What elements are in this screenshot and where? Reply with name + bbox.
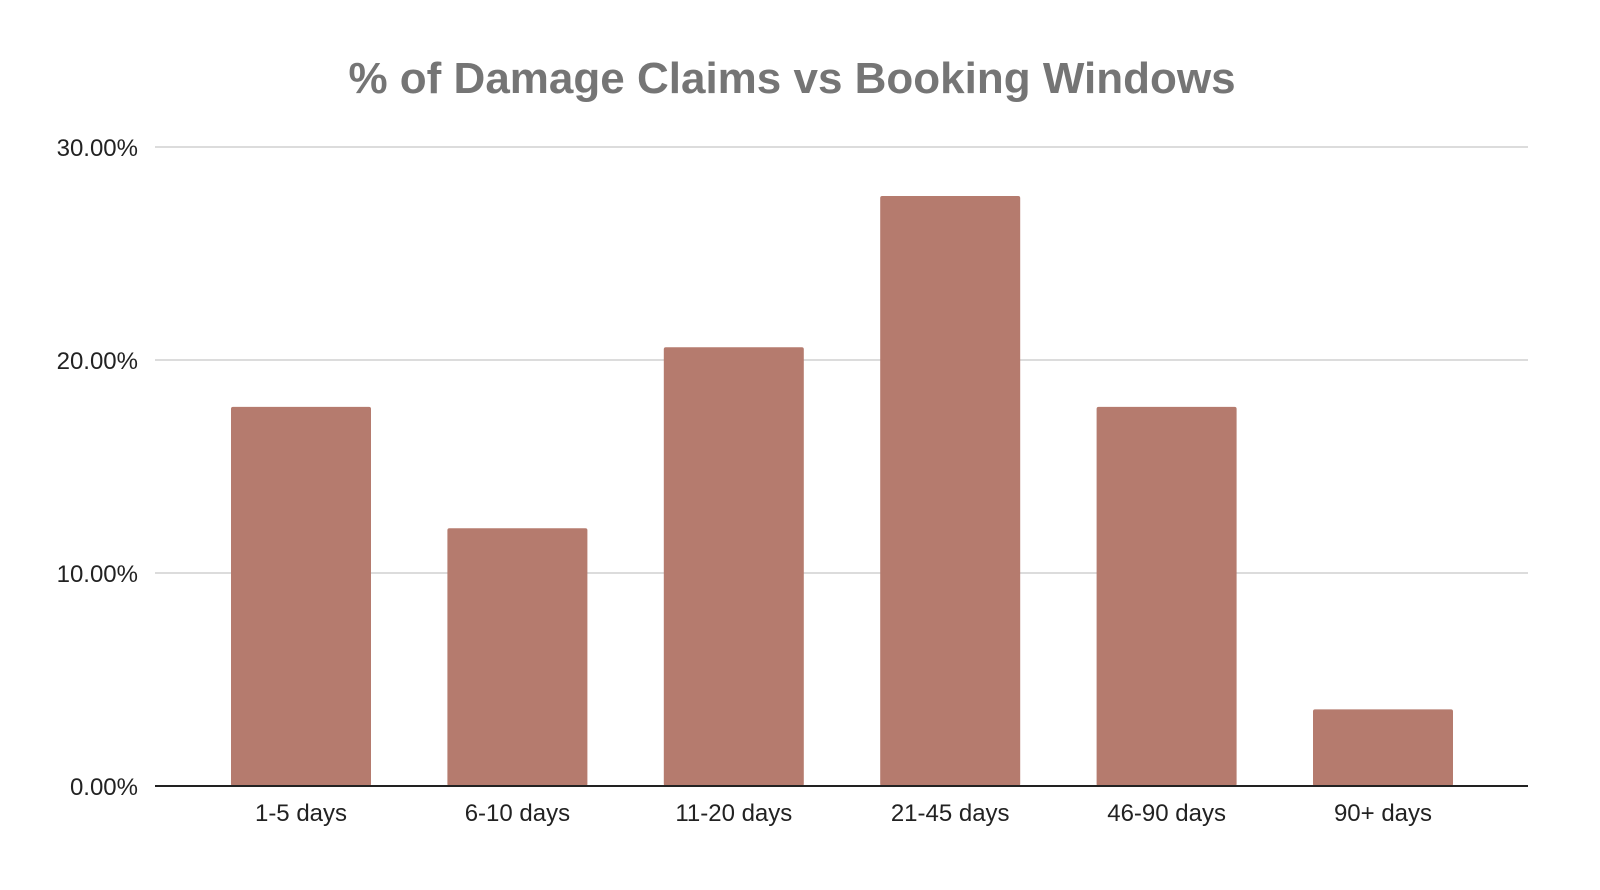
bar-11-20-days <box>663 347 804 786</box>
x-tick-label: 90+ days <box>1334 800 1432 827</box>
bar-6-10-days <box>447 528 588 786</box>
y-tick-label: 20.00% <box>57 348 138 375</box>
y-tick-label: 10.00% <box>57 561 138 588</box>
x-tick-label: 11-20 days <box>675 800 792 827</box>
y-tick-label: 30.00% <box>57 135 138 162</box>
x-tick-label: 6-10 days <box>465 800 570 827</box>
bar-21-45-days <box>880 195 1021 787</box>
y-tick-label: 0.00% <box>70 774 138 801</box>
bar-90-days <box>1313 709 1453 786</box>
chart-title: % of Damage Claims vs Booking Windows <box>348 54 1235 103</box>
x-tick-label: 46-90 days <box>1107 800 1226 827</box>
bar-46-90-days <box>1096 406 1237 786</box>
x-tick-label: 21-45 days <box>891 800 1010 827</box>
x-tick-label: 1-5 days <box>255 800 347 827</box>
bar-1-5-days <box>231 406 371 786</box>
